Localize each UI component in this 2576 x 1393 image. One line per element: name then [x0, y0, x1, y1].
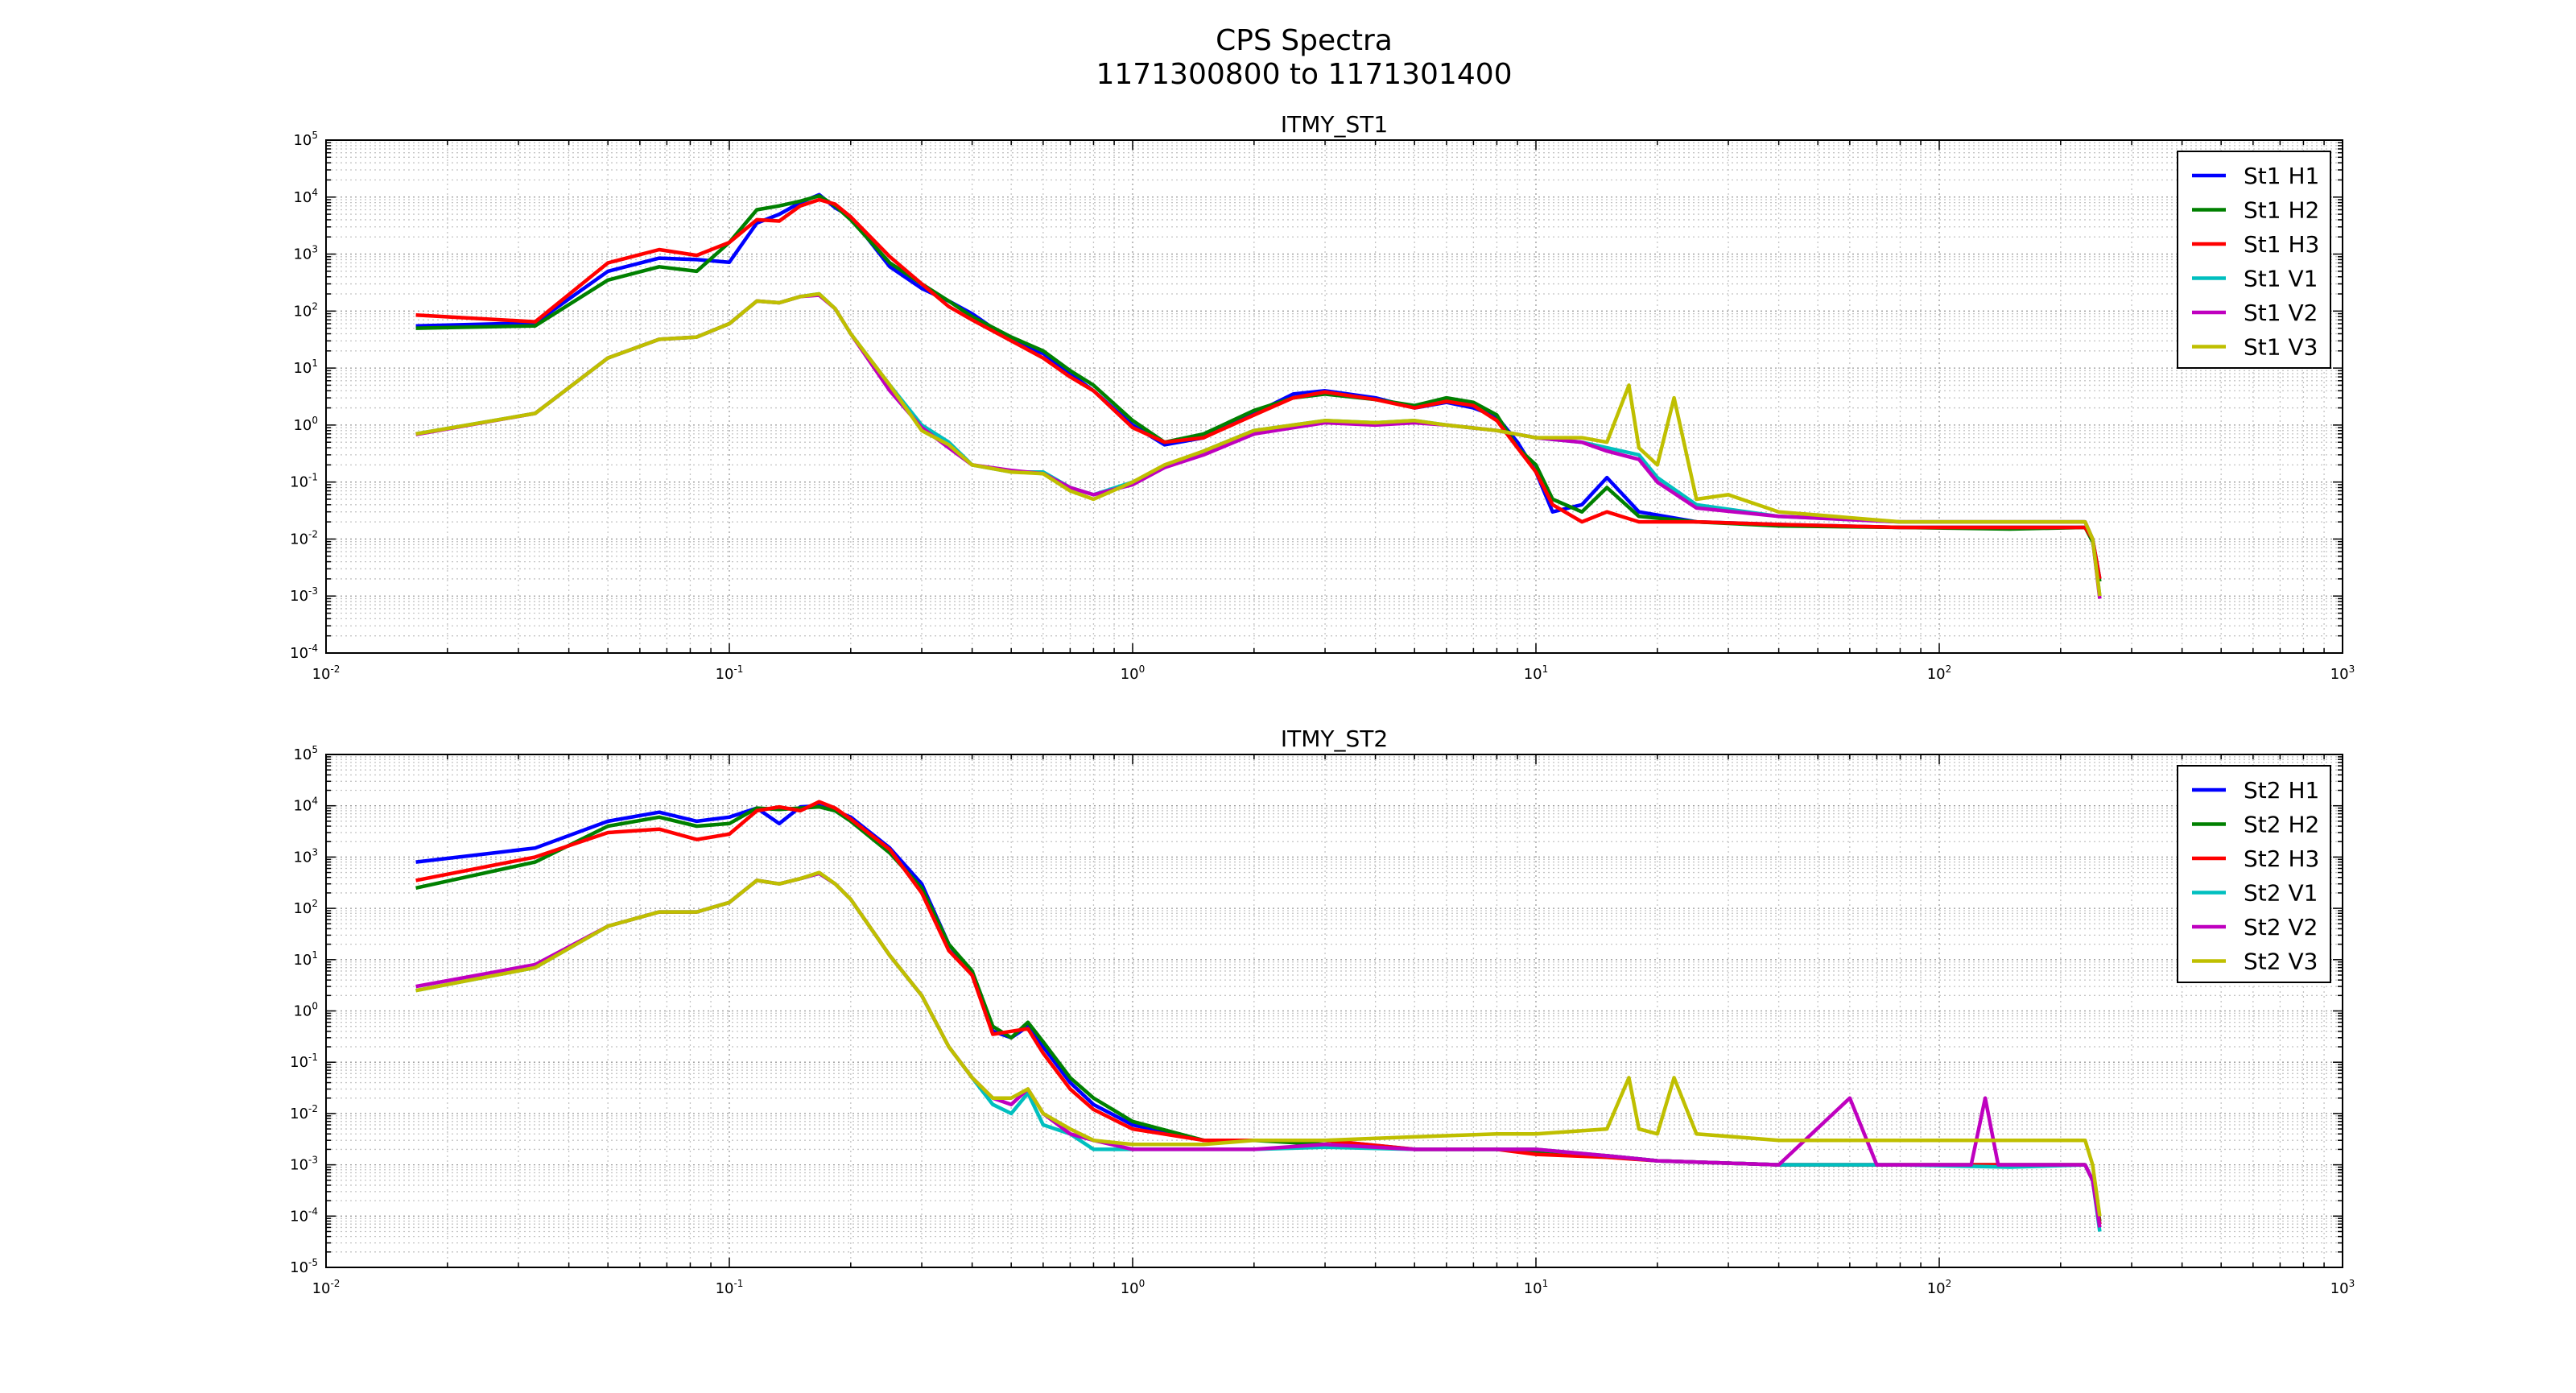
legend: St1 H1 St1 H2 St1 H3 St1 V1 St1 V2 St1 V3 [2177, 151, 2331, 369]
x-tick-label: 102 [1927, 1278, 1952, 1297]
x-tick-label: 101 [1524, 1278, 1549, 1297]
y-tick-label: 10-4 [290, 1205, 318, 1225]
y-tick-label: 10-1 [290, 1052, 318, 1071]
chart-title: ITMY_ST2 [1281, 725, 1388, 752]
legend-label: St1 H1 [2244, 163, 2319, 189]
series-line-st2-h1 [415, 804, 2102, 1225]
legend-label: St2 H3 [2244, 845, 2319, 872]
series-lines [415, 192, 2102, 599]
x-tick-label: 10-1 [716, 663, 744, 683]
y-tick-label: 101 [293, 358, 318, 377]
legend-label: St2 H1 [2244, 777, 2319, 804]
series-line-st2-v2 [415, 871, 2102, 1228]
figure-title: CPS Spectra [1216, 24, 1393, 57]
chart-title: ITMY_ST1 [1281, 111, 1388, 138]
legend: St2 H1 St2 H2 St2 H3 St2 V1 St2 V2 St2 V3 [2177, 765, 2331, 983]
y-tick-label: 105 [293, 130, 318, 149]
legend-label: St2 V1 [2244, 880, 2318, 907]
x-tick-label: 100 [1121, 663, 1146, 683]
chart-itmy-st1: ITMY_ST1 10-2 10-1 100 101 102 103 10-4 10-3 10-2… [290, 111, 2355, 683]
y-tick-label: 103 [293, 244, 318, 263]
x-tick-label: 10-2 [312, 663, 341, 683]
series-line-st1-h3 [415, 197, 2102, 580]
legend-label: St1 V2 [2244, 300, 2318, 326]
y-tick-label: 105 [293, 744, 318, 763]
figure-subtitle: 1171300800 to 1171301400 [1096, 58, 1512, 91]
series-line-st1-v2 [415, 293, 2102, 599]
x-tick-label: 10-1 [716, 1278, 744, 1297]
x-tick-label: 101 [1524, 663, 1549, 683]
legend-box [2177, 151, 2331, 369]
series-line-st2-h2 [415, 804, 2102, 1221]
y-tick-label: 10-2 [290, 1103, 318, 1122]
series-line-st2-v1 [415, 871, 2102, 1232]
x-tick-label: 103 [2330, 1278, 2355, 1297]
x-tick-label: 100 [1121, 1278, 1146, 1297]
y-tick-label: 101 [293, 949, 318, 969]
series-line-st1-h2 [415, 194, 2102, 582]
y-tick-label: 100 [293, 1001, 318, 1020]
y-tick-label: 103 [293, 846, 318, 866]
y-tick-label: 10-4 [290, 643, 318, 662]
axes-frame [325, 139, 2343, 654]
y-tick-label: 10-5 [290, 1257, 318, 1276]
legend-label: St2 V2 [2244, 914, 2318, 940]
y-tick-label: 100 [293, 415, 318, 434]
series-line-st2-v3 [415, 870, 2102, 1217]
legend-label: St1 V1 [2244, 266, 2318, 292]
y-tick-label: 102 [293, 300, 318, 320]
tick-marks [325, 754, 2343, 1268]
y-tick-label: 102 [293, 898, 318, 917]
y-tick-label: 10-2 [290, 528, 318, 548]
grid [326, 140, 2343, 653]
x-tick-label: 10-2 [312, 1278, 341, 1297]
y-tick-label: 104 [293, 187, 318, 206]
y-tick-label: 10-1 [290, 472, 318, 491]
legend-label: St1 H3 [2244, 231, 2319, 258]
series-lines [415, 800, 2102, 1232]
y-tick-label: 10-3 [290, 585, 318, 605]
legend-label: St2 V3 [2244, 949, 2318, 975]
series-line-st2-h3 [415, 800, 2102, 1225]
legend-box [2177, 765, 2331, 983]
x-tick-label: 102 [1927, 663, 1952, 683]
x-tick-label: 103 [2330, 663, 2355, 683]
y-tick-label: 104 [293, 796, 318, 815]
series-line-st1-v3 [415, 291, 2102, 597]
y-tick-label: 10-3 [290, 1155, 318, 1174]
legend-label: St1 H2 [2244, 197, 2319, 224]
chart-itmy-st2: ITMY_ST2 10-2 10-1 100 101 102 103 10-5 10-4 10-3… [290, 725, 2355, 1297]
legend-label: St1 V3 [2244, 334, 2318, 361]
tick-marks [325, 139, 2343, 654]
grid [326, 754, 2343, 1267]
legend-label: St2 H2 [2244, 812, 2319, 838]
